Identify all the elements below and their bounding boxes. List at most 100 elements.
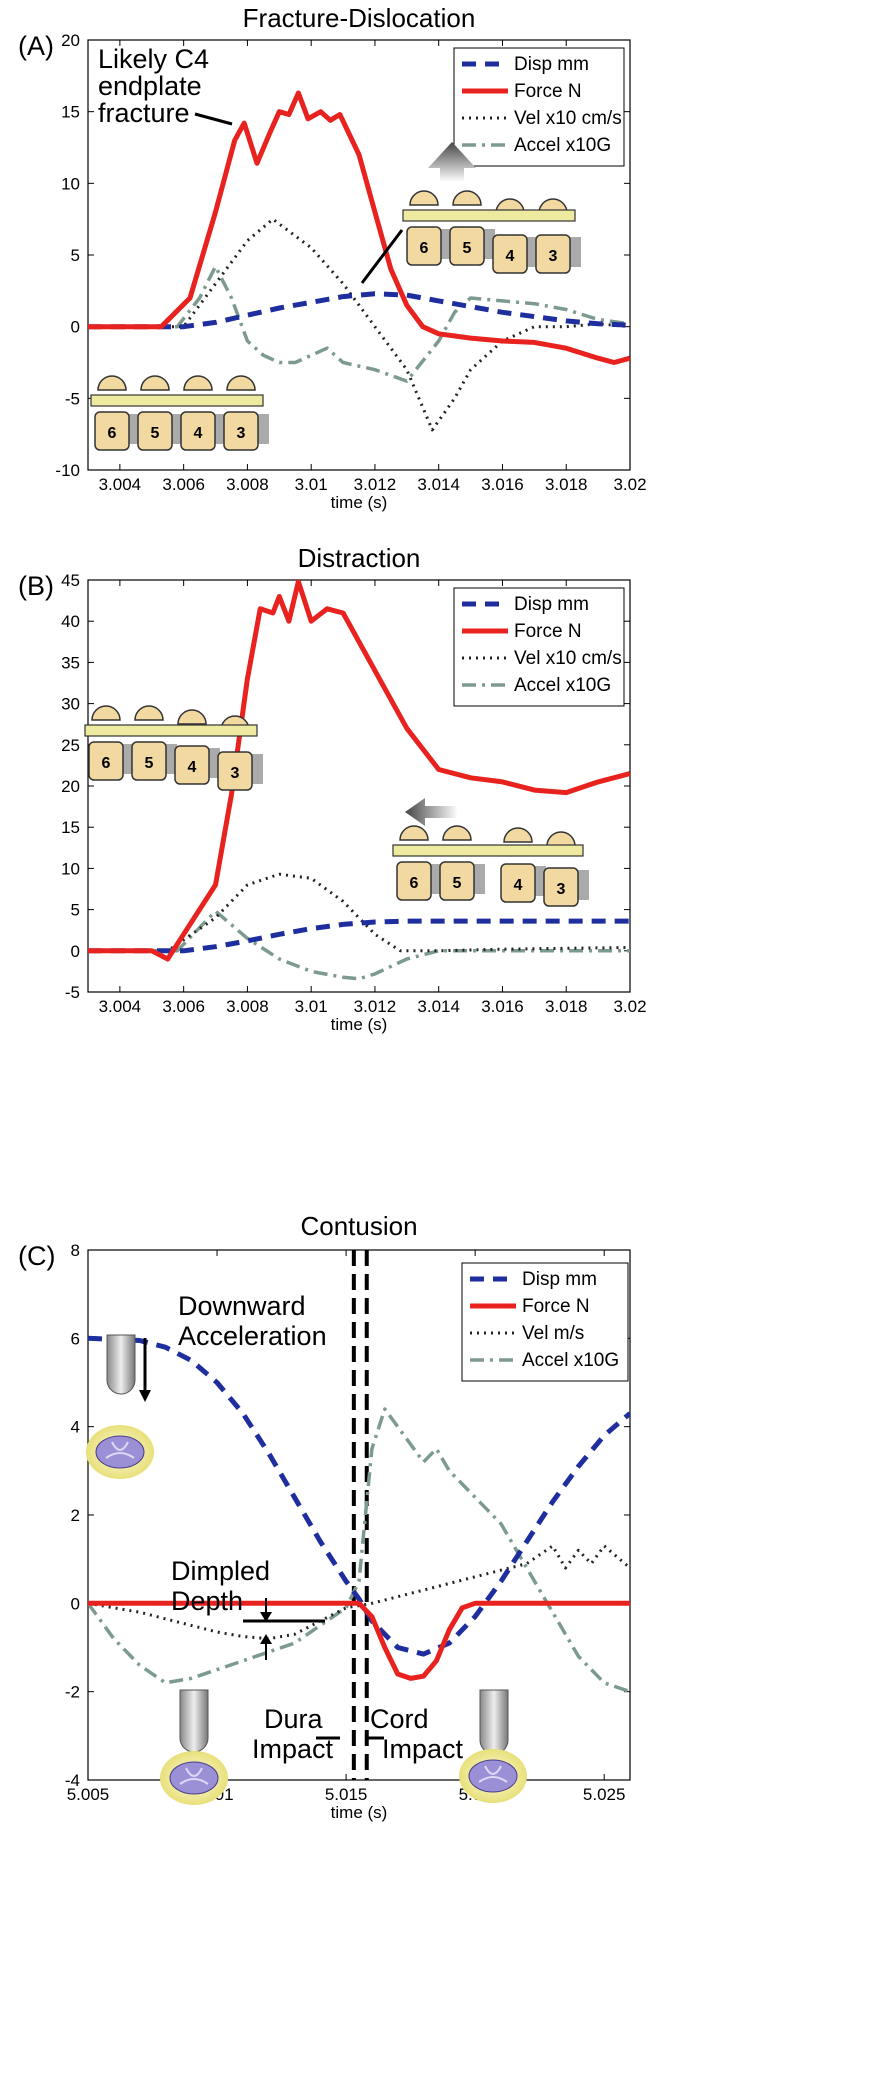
vertebra-body — [406, 226, 442, 266]
disc — [568, 237, 581, 267]
vertebra-body — [174, 745, 210, 785]
vertebrae-illustration: 6 5 4 3 — [90, 375, 269, 451]
x-tick-label: 3.02 — [613, 475, 646, 494]
disc — [439, 229, 452, 259]
vertebra-body — [449, 226, 485, 266]
x-tick-label: 3.004 — [99, 475, 142, 494]
vertebra-label: 4 — [188, 759, 197, 776]
y-tick-label: 15 — [61, 818, 80, 837]
disc — [213, 414, 226, 444]
x-tick-label: 3.016 — [481, 475, 524, 494]
x-tick-label: 3.012 — [354, 997, 397, 1016]
piston-rod — [179, 1689, 209, 1753]
vertebra-body — [500, 863, 536, 903]
vertebra-label: 3 — [549, 248, 558, 265]
annotation-text: Likely C4 — [98, 44, 209, 74]
vertebra-process — [91, 705, 121, 721]
impactor-piston-up — [106, 1334, 136, 1395]
series-line-disp-mm — [88, 918, 630, 954]
y-tick-label: 30 — [61, 695, 80, 714]
gray-matter — [179, 1767, 209, 1785]
chart-panel-3: Contusion(C)-4-2024685.0055.015.0155.025… — [18, 1211, 631, 1822]
x-tick-label: 3.004 — [99, 997, 142, 1016]
vertebra-process — [546, 831, 576, 847]
vertebra-label: 4 — [514, 877, 523, 894]
vertebra-label: 5 — [151, 425, 160, 442]
x-tick-label: 3.018 — [545, 997, 588, 1016]
downward-label-2: Acceleration — [178, 1321, 327, 1351]
cord-label-1: Cord — [370, 1704, 429, 1734]
disc — [170, 414, 183, 444]
legend-entry: Vel m/s — [522, 1323, 584, 1344]
chart-panel-1: Fracture-Dislocation (A) -10 -5 0 5 10 15 20 3.00… — [18, 3, 647, 512]
vertebra-label: 6 — [410, 875, 419, 892]
legend-entry: Accel x10G — [514, 135, 611, 156]
legend-entry: Disp mm — [514, 54, 589, 75]
y-tick-label: 0 — [71, 318, 80, 337]
y-tick-label: 40 — [61, 612, 80, 631]
disc — [207, 748, 220, 778]
y-tick-label: 5 — [71, 246, 80, 265]
x-tick-label: 3.012 — [354, 475, 397, 494]
legend-entry: Accel x10G — [514, 675, 611, 696]
disc — [533, 866, 546, 896]
disc — [576, 870, 589, 900]
leftward-arrow-icon — [405, 798, 458, 826]
down-arrow-icon — [139, 1390, 151, 1402]
vertebra-body — [535, 234, 571, 274]
series-line-force-n — [88, 90, 630, 365]
x-tick-label: 3.014 — [417, 475, 460, 494]
dura-label-2: Impact — [252, 1734, 334, 1764]
dimpled-label-1: Dimpled — [171, 1556, 270, 1586]
vertebra-body — [396, 861, 432, 901]
upward-arrow-icon — [428, 142, 476, 182]
x-tick-label: 5.005 — [67, 1785, 110, 1804]
vertebra-label: 6 — [108, 425, 117, 442]
ligament-band — [392, 844, 584, 857]
vertebra-process — [140, 375, 170, 391]
y-tick-label: -10 — [55, 461, 80, 480]
series-line-vel-x10-cm-s — [88, 217, 630, 432]
y-tick-label: 0 — [71, 1594, 80, 1613]
chart-title: Distraction — [298, 543, 421, 573]
vertebra-label: 4 — [194, 425, 203, 442]
vertebra-process — [183, 375, 213, 391]
vertebra-label: 4 — [506, 248, 515, 265]
y-tick-label: 6 — [71, 1329, 80, 1348]
vertebra-process — [226, 375, 256, 391]
vertebra-body — [543, 867, 579, 907]
legend-entry: Force N — [514, 81, 582, 102]
vertebra-body — [88, 741, 124, 781]
vertebrae-illustration: 6 5 4 3 — [402, 190, 581, 274]
vertebra-label: 3 — [237, 425, 246, 442]
x-tick-label: 3.016 — [481, 997, 524, 1016]
y-tick-label: 45 — [61, 571, 80, 590]
disc — [482, 229, 495, 259]
dimple-arrow-head — [260, 1612, 272, 1622]
vertebra-process — [409, 190, 439, 206]
x-tick-label: 3.014 — [417, 997, 460, 1016]
vertebra-label: 6 — [420, 240, 429, 257]
disc — [256, 414, 269, 444]
y-tick-label: 10 — [61, 859, 80, 878]
vertebra-label: 3 — [231, 765, 240, 782]
x-axis-label: time (s) — [331, 1803, 388, 1822]
vertebra-label: 5 — [453, 875, 462, 892]
x-axis-label: time (s) — [331, 493, 388, 512]
vertebra-label: 5 — [145, 755, 154, 772]
y-tick-label: 8 — [71, 1241, 80, 1260]
annotation-text: endplate — [98, 71, 202, 101]
legend-entry: Disp mm — [514, 594, 589, 615]
legend-entry: Disp mm — [522, 1269, 597, 1290]
legend-entry: Force N — [514, 621, 582, 642]
cord-section-cord — [459, 1749, 527, 1803]
series-line-vel-m-s — [88, 1544, 630, 1641]
x-axis-label: time (s) — [331, 1015, 388, 1034]
disc — [127, 414, 140, 444]
legend-entry: Force N — [522, 1296, 590, 1317]
x-tick-label: 3.02 — [613, 997, 646, 1016]
panel-label: (B) — [18, 571, 54, 601]
